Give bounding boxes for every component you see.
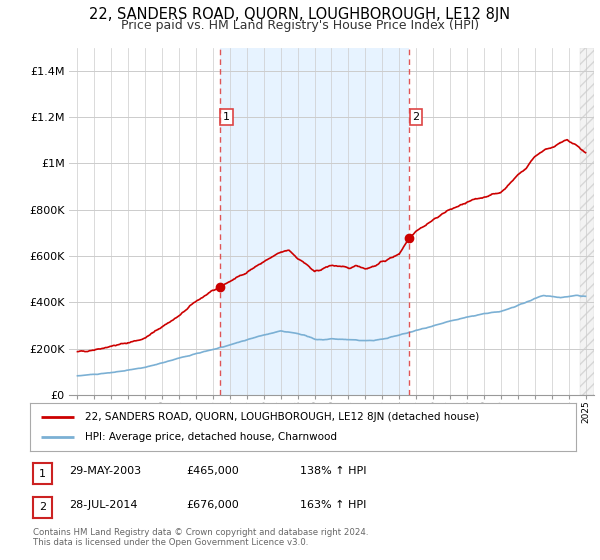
- Text: 163% ↑ HPI: 163% ↑ HPI: [300, 500, 367, 510]
- Text: 28-JUL-2014: 28-JUL-2014: [69, 500, 137, 510]
- Text: 2: 2: [412, 112, 419, 122]
- Text: Price paid vs. HM Land Registry's House Price Index (HPI): Price paid vs. HM Land Registry's House …: [121, 19, 479, 32]
- Text: 22, SANDERS ROAD, QUORN, LOUGHBOROUGH, LE12 8JN: 22, SANDERS ROAD, QUORN, LOUGHBOROUGH, L…: [89, 7, 511, 22]
- Text: 1: 1: [39, 469, 46, 479]
- Text: £465,000: £465,000: [186, 466, 239, 476]
- Text: 29-MAY-2003: 29-MAY-2003: [69, 466, 141, 476]
- Text: 138% ↑ HPI: 138% ↑ HPI: [300, 466, 367, 476]
- Bar: [580, 48, 594, 395]
- Bar: [220, 48, 409, 395]
- Text: HPI: Average price, detached house, Charnwood: HPI: Average price, detached house, Char…: [85, 432, 337, 442]
- Text: £676,000: £676,000: [186, 500, 239, 510]
- Text: 2: 2: [39, 502, 46, 512]
- Text: 22, SANDERS ROAD, QUORN, LOUGHBOROUGH, LE12 8JN (detached house): 22, SANDERS ROAD, QUORN, LOUGHBOROUGH, L…: [85, 412, 479, 422]
- Text: 1: 1: [223, 112, 230, 122]
- Text: Contains HM Land Registry data © Crown copyright and database right 2024.
This d: Contains HM Land Registry data © Crown c…: [33, 528, 368, 547]
